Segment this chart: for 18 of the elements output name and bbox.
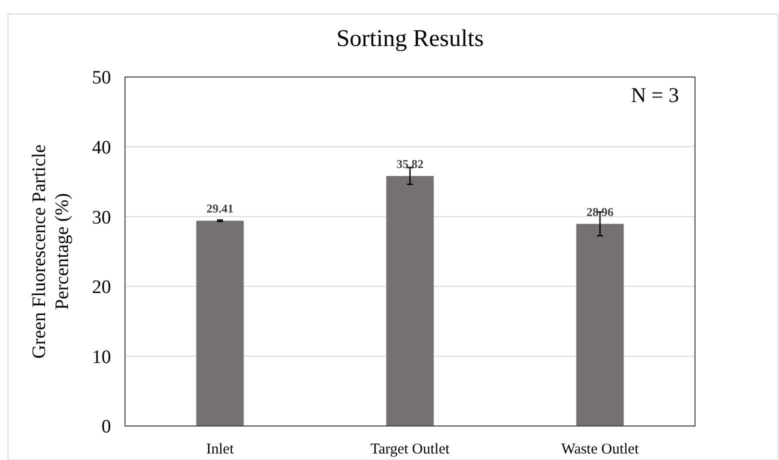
y-axis-title: Green Fluorescence Particle Percentage (%) — [29, 144, 73, 359]
y-tick-label: 30 — [92, 207, 111, 228]
annotation: N = 3 — [630, 83, 679, 107]
data-label: 28.96 — [586, 204, 614, 219]
y-tick-label: 10 — [92, 346, 111, 368]
y-tick-label: 20 — [92, 277, 111, 298]
bar — [386, 176, 434, 426]
y-tick-label: 50 — [92, 68, 111, 89]
bar — [196, 220, 244, 426]
x-tick-label: Target Outlet — [370, 441, 450, 458]
data-label: 35.82 — [396, 156, 424, 171]
data-label: 29.41 — [206, 202, 234, 216]
x-tick-label: Inlet — [206, 441, 235, 458]
chart-title: Sorting Results — [336, 26, 484, 52]
bar — [576, 224, 624, 426]
y-tick-label: 40 — [92, 137, 111, 158]
x-tick-label: Waste Outlet — [561, 441, 640, 458]
y-tick-label: 0 — [102, 416, 111, 438]
